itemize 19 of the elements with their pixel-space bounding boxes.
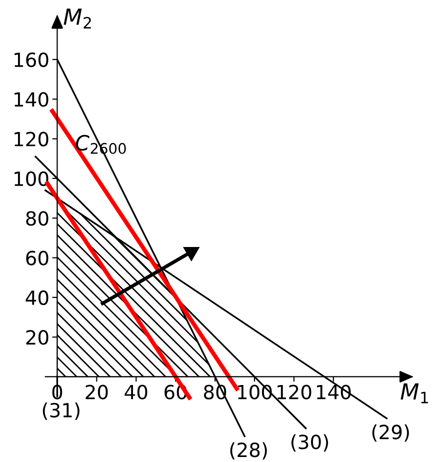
- series-label: (29): [372, 424, 409, 442]
- x-tick-label: 120: [278, 384, 312, 400]
- series-label: (31): [42, 402, 80, 420]
- x-tick-label: 100: [238, 384, 272, 400]
- y-tick-label: 160: [14, 52, 48, 68]
- y-tick-label: 140: [14, 92, 48, 107]
- y-axis-title: M$_{2}$: [64, 8, 91, 28]
- x-tick-label: 40: [124, 384, 148, 400]
- series-label: (30): [291, 434, 328, 452]
- y-tick-label: 20: [26, 330, 48, 345]
- y-tick-label: 100: [14, 171, 48, 186]
- series-label: (28): [230, 442, 267, 460]
- x-tick-label: 20: [86, 384, 108, 400]
- x-axis-title: M$_{1}$: [400, 383, 428, 404]
- y-tick-label: 60: [26, 250, 48, 266]
- y-tick-label: 40: [26, 290, 48, 306]
- y-tick-label: 120: [14, 132, 48, 146]
- x-tick-label: 140: [316, 384, 351, 400]
- y-tick-label: 80: [26, 211, 48, 226]
